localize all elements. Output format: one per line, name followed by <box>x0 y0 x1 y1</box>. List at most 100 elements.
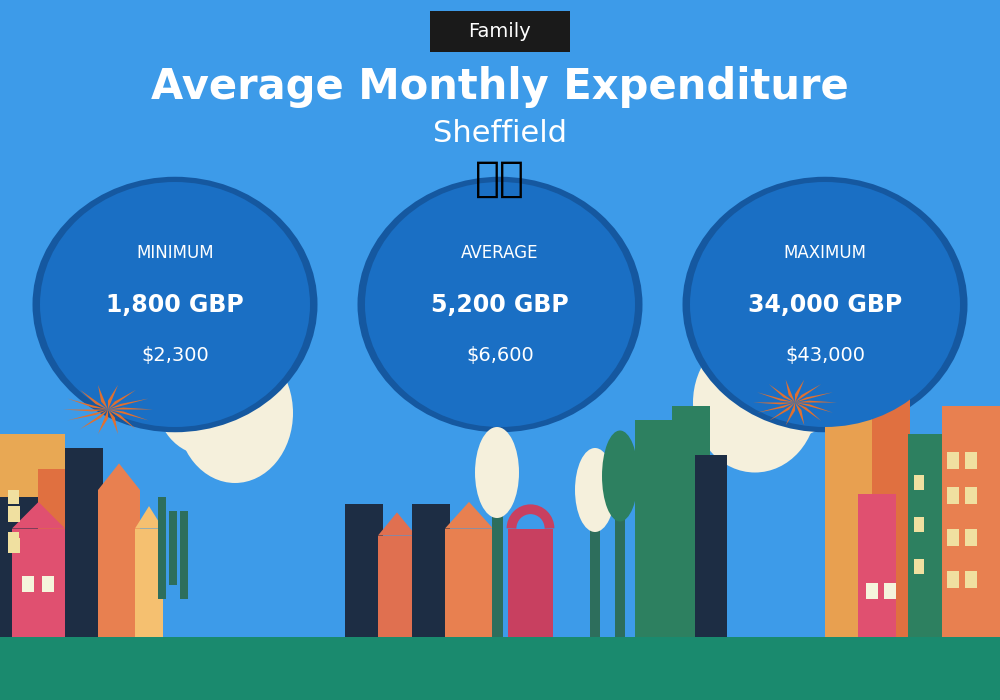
Polygon shape <box>445 502 493 528</box>
Polygon shape <box>769 402 795 421</box>
Bar <box>942 406 1000 637</box>
Bar <box>135 528 163 637</box>
Polygon shape <box>795 402 833 413</box>
Ellipse shape <box>177 343 293 483</box>
Bar <box>98 490 140 637</box>
Polygon shape <box>80 410 108 429</box>
Text: 🇬🇧: 🇬🇧 <box>475 158 525 199</box>
Ellipse shape <box>40 182 310 427</box>
Bar <box>914 559 924 574</box>
Ellipse shape <box>155 336 255 455</box>
Bar <box>965 452 977 469</box>
Polygon shape <box>795 402 804 426</box>
Bar <box>22 576 34 592</box>
Ellipse shape <box>693 332 817 473</box>
Bar <box>8 490 19 504</box>
Text: $43,000: $43,000 <box>785 346 865 365</box>
Text: 1,800 GBP: 1,800 GBP <box>106 293 244 316</box>
Bar <box>8 506 20 522</box>
Bar <box>0 497 38 637</box>
Polygon shape <box>378 512 416 536</box>
Text: MINIMUM: MINIMUM <box>136 244 214 262</box>
Bar <box>158 497 166 598</box>
Ellipse shape <box>365 182 635 427</box>
Bar <box>866 583 878 598</box>
Polygon shape <box>769 384 795 402</box>
Bar <box>947 452 959 469</box>
Polygon shape <box>795 400 837 402</box>
Bar <box>508 528 553 637</box>
Bar <box>180 511 188 598</box>
Bar <box>492 480 503 637</box>
Ellipse shape <box>690 182 960 427</box>
Bar <box>169 511 177 584</box>
Bar <box>8 538 20 553</box>
Bar <box>908 434 950 637</box>
Polygon shape <box>98 385 108 410</box>
Polygon shape <box>757 392 795 402</box>
Polygon shape <box>108 385 118 410</box>
Polygon shape <box>67 410 108 421</box>
Bar <box>872 364 910 637</box>
Bar <box>8 532 19 546</box>
FancyBboxPatch shape <box>430 11 570 52</box>
Polygon shape <box>108 407 153 410</box>
Bar <box>42 576 54 592</box>
Bar <box>345 504 383 637</box>
Ellipse shape <box>358 176 642 433</box>
Bar <box>672 406 710 637</box>
Polygon shape <box>795 384 821 402</box>
Bar <box>947 487 959 504</box>
Ellipse shape <box>475 427 519 518</box>
Bar <box>0 637 1000 700</box>
Text: MAXIMUM: MAXIMUM <box>784 244 866 262</box>
Polygon shape <box>795 379 804 402</box>
Ellipse shape <box>602 430 638 522</box>
Polygon shape <box>80 390 108 410</box>
Polygon shape <box>135 506 163 528</box>
Text: Sheffield: Sheffield <box>433 118 567 148</box>
Bar <box>965 529 977 546</box>
Bar <box>615 483 625 637</box>
Polygon shape <box>108 410 149 421</box>
Polygon shape <box>795 392 833 402</box>
Text: AVERAGE: AVERAGE <box>461 244 539 262</box>
Ellipse shape <box>735 326 845 438</box>
Text: $6,600: $6,600 <box>466 346 534 365</box>
Bar <box>947 571 959 588</box>
Ellipse shape <box>575 448 615 532</box>
Bar <box>695 455 727 637</box>
Bar <box>914 475 924 490</box>
Bar <box>825 385 883 637</box>
Bar <box>965 487 977 504</box>
Bar <box>38 469 70 637</box>
Ellipse shape <box>682 176 968 433</box>
Polygon shape <box>795 402 821 421</box>
Bar <box>65 448 103 637</box>
Polygon shape <box>98 463 140 490</box>
Ellipse shape <box>32 176 318 433</box>
Polygon shape <box>757 402 795 413</box>
Text: Average Monthly Expenditure: Average Monthly Expenditure <box>151 66 849 108</box>
Bar <box>947 529 959 546</box>
Polygon shape <box>98 410 108 434</box>
Polygon shape <box>786 402 795 426</box>
Bar <box>412 504 450 637</box>
Bar <box>590 497 600 637</box>
Bar <box>0 434 65 637</box>
Polygon shape <box>63 410 108 412</box>
Text: 34,000 GBP: 34,000 GBP <box>748 293 902 316</box>
Text: $2,300: $2,300 <box>141 346 209 365</box>
Polygon shape <box>67 398 108 409</box>
Bar <box>858 494 896 637</box>
Bar <box>965 571 977 588</box>
Polygon shape <box>786 379 795 402</box>
Text: Family: Family <box>469 22 531 41</box>
Polygon shape <box>108 410 136 429</box>
Polygon shape <box>108 398 149 409</box>
Bar <box>445 528 493 637</box>
Bar <box>635 420 685 637</box>
Polygon shape <box>12 502 65 528</box>
Polygon shape <box>753 402 795 405</box>
Text: 5,200 GBP: 5,200 GBP <box>431 293 569 316</box>
